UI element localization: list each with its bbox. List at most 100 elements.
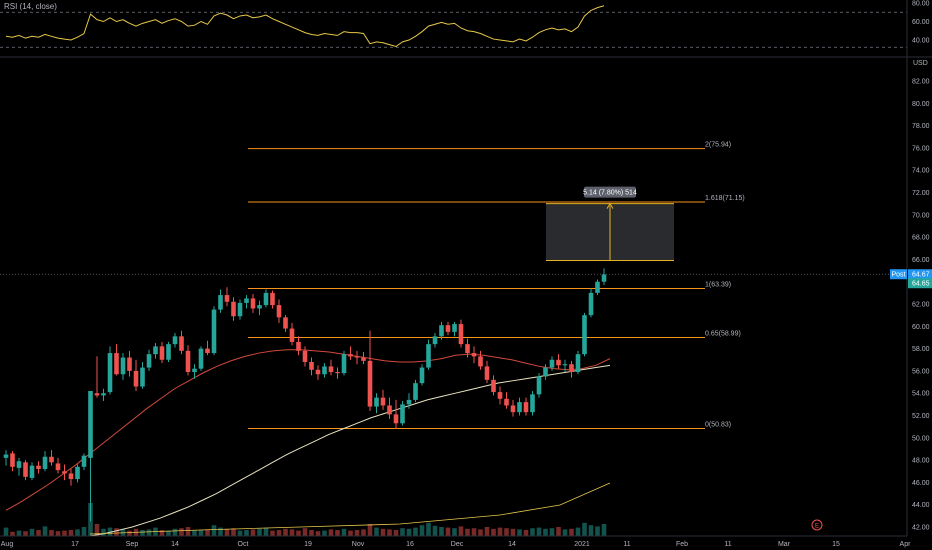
candle-body — [146, 354, 152, 368]
time-tick-label: Mar — [778, 541, 791, 548]
price-tick-label: 76.00 — [912, 145, 930, 152]
candle-body — [361, 357, 366, 361]
candle-body — [523, 402, 529, 413]
volume-bar — [244, 530, 249, 536]
time-axis[interactable]: Aug 17 Sep 14 Oct 19 Nov 16 Dec 14 2021 11 Feb 11 Mar 1… — [0, 535, 912, 548]
volume-bar — [146, 529, 152, 536]
volume-bar — [354, 530, 360, 536]
time-tick-label: Sep — [126, 541, 139, 548]
time-tick-label: 19 — [304, 541, 312, 548]
volume-bar — [452, 528, 457, 536]
candle-body — [354, 356, 360, 358]
post-tag-label: Post — [891, 272, 905, 279]
candle-body — [380, 397, 386, 406]
fib-level-label: 2(75.94) — [705, 142, 731, 149]
volume-bar — [296, 530, 301, 536]
candle-body — [484, 366, 490, 380]
time-tick-label: Nov — [352, 541, 365, 548]
volume-bar — [172, 528, 178, 536]
volume-bar — [471, 528, 477, 536]
volume-bar — [42, 526, 48, 536]
candle-body — [114, 353, 119, 375]
volume-bar — [315, 531, 321, 536]
event-marker-icon[interactable]: E — [811, 519, 823, 531]
rsi-tick-label: 40.00 — [912, 38, 930, 45]
volume-bar — [328, 529, 334, 536]
candle-body — [120, 357, 126, 375]
candle-body — [569, 364, 574, 373]
price-tick-label: 44.00 — [912, 502, 930, 509]
candle-body — [88, 390, 93, 458]
candle-body — [595, 281, 600, 293]
price-tick-label: 52.00 — [912, 413, 930, 420]
candle-body — [575, 354, 581, 373]
candle-body — [133, 370, 139, 387]
candle-body — [3, 454, 9, 458]
volume-bar — [504, 528, 509, 536]
volume-bar — [517, 529, 522, 536]
price-tick-label: 48.00 — [912, 458, 930, 465]
candle-body — [582, 315, 587, 355]
volume-bar — [458, 526, 464, 536]
time-tick-label: Dec — [451, 541, 464, 548]
volume-bar — [562, 529, 568, 536]
time-tick-label: Apr — [900, 541, 912, 548]
candle-body — [458, 324, 464, 345]
time-tick-label: 11 — [623, 541, 630, 548]
volume-bar — [55, 531, 61, 536]
candle-body — [257, 305, 262, 309]
candle-body — [75, 466, 80, 480]
candle-body — [302, 350, 308, 362]
candle-body — [237, 302, 243, 317]
fibonacci-extension[interactable]: 2(75.94) 1.618(71.15) 1(63.39) 0.65(58.99) 0… — [248, 142, 745, 430]
candle-body — [94, 393, 100, 396]
candle-body — [367, 360, 373, 407]
candle-body — [491, 379, 496, 393]
volume-ma-line — [89, 482, 611, 535]
candle-body — [445, 325, 451, 332]
volume-bar — [601, 524, 607, 536]
volume-bar — [49, 530, 54, 536]
candle-body — [231, 301, 236, 317]
volume-bar — [575, 527, 581, 536]
volume-bar — [569, 528, 574, 536]
volume-bar — [29, 528, 35, 536]
volume-bar — [393, 530, 399, 536]
volume-bar — [348, 530, 353, 536]
volume-bar — [270, 530, 275, 536]
price-tick-label: 68.00 — [912, 235, 930, 242]
candle-body — [465, 344, 470, 354]
rsi-indicator-title[interactable]: RSI (14, close) — [4, 2, 57, 11]
candle-body — [296, 341, 301, 351]
price-axis[interactable]: 82.00 80.00 78.00 76.00 74.00 72.00 70.00 68.00… — [912, 79, 930, 532]
price-range-measure[interactable]: 5.14 (7.80%) 514 — [546, 186, 674, 262]
volume-bar — [62, 530, 67, 536]
candle-body — [179, 336, 184, 351]
candle-body — [413, 383, 418, 400]
price-tick-label: 54.00 — [912, 391, 930, 398]
volume-bar — [231, 528, 236, 536]
candle-body — [68, 473, 74, 480]
candle-body — [172, 336, 178, 345]
candle-body — [335, 372, 340, 374]
candle-body — [198, 348, 204, 369]
time-tick-label: 14 — [171, 541, 179, 548]
moving-averages — [5, 349, 611, 537]
measure-label-box — [584, 186, 636, 198]
candle-body — [328, 366, 334, 373]
candle-body — [309, 361, 314, 370]
time-tick-label: Oct — [238, 541, 249, 548]
candle-body — [322, 366, 327, 375]
fib-level-label: 0.65(58.99) — [705, 331, 741, 338]
candle-body — [530, 394, 535, 413]
candle-body — [55, 463, 61, 471]
volume-bar — [205, 529, 210, 536]
candle-body — [426, 344, 431, 368]
candle-body — [10, 453, 15, 467]
candle-body — [159, 346, 165, 360]
volume-bar — [3, 527, 9, 536]
volume-bar — [283, 528, 288, 536]
time-tick-label: 14 — [508, 541, 516, 548]
volume-bar — [491, 528, 496, 536]
